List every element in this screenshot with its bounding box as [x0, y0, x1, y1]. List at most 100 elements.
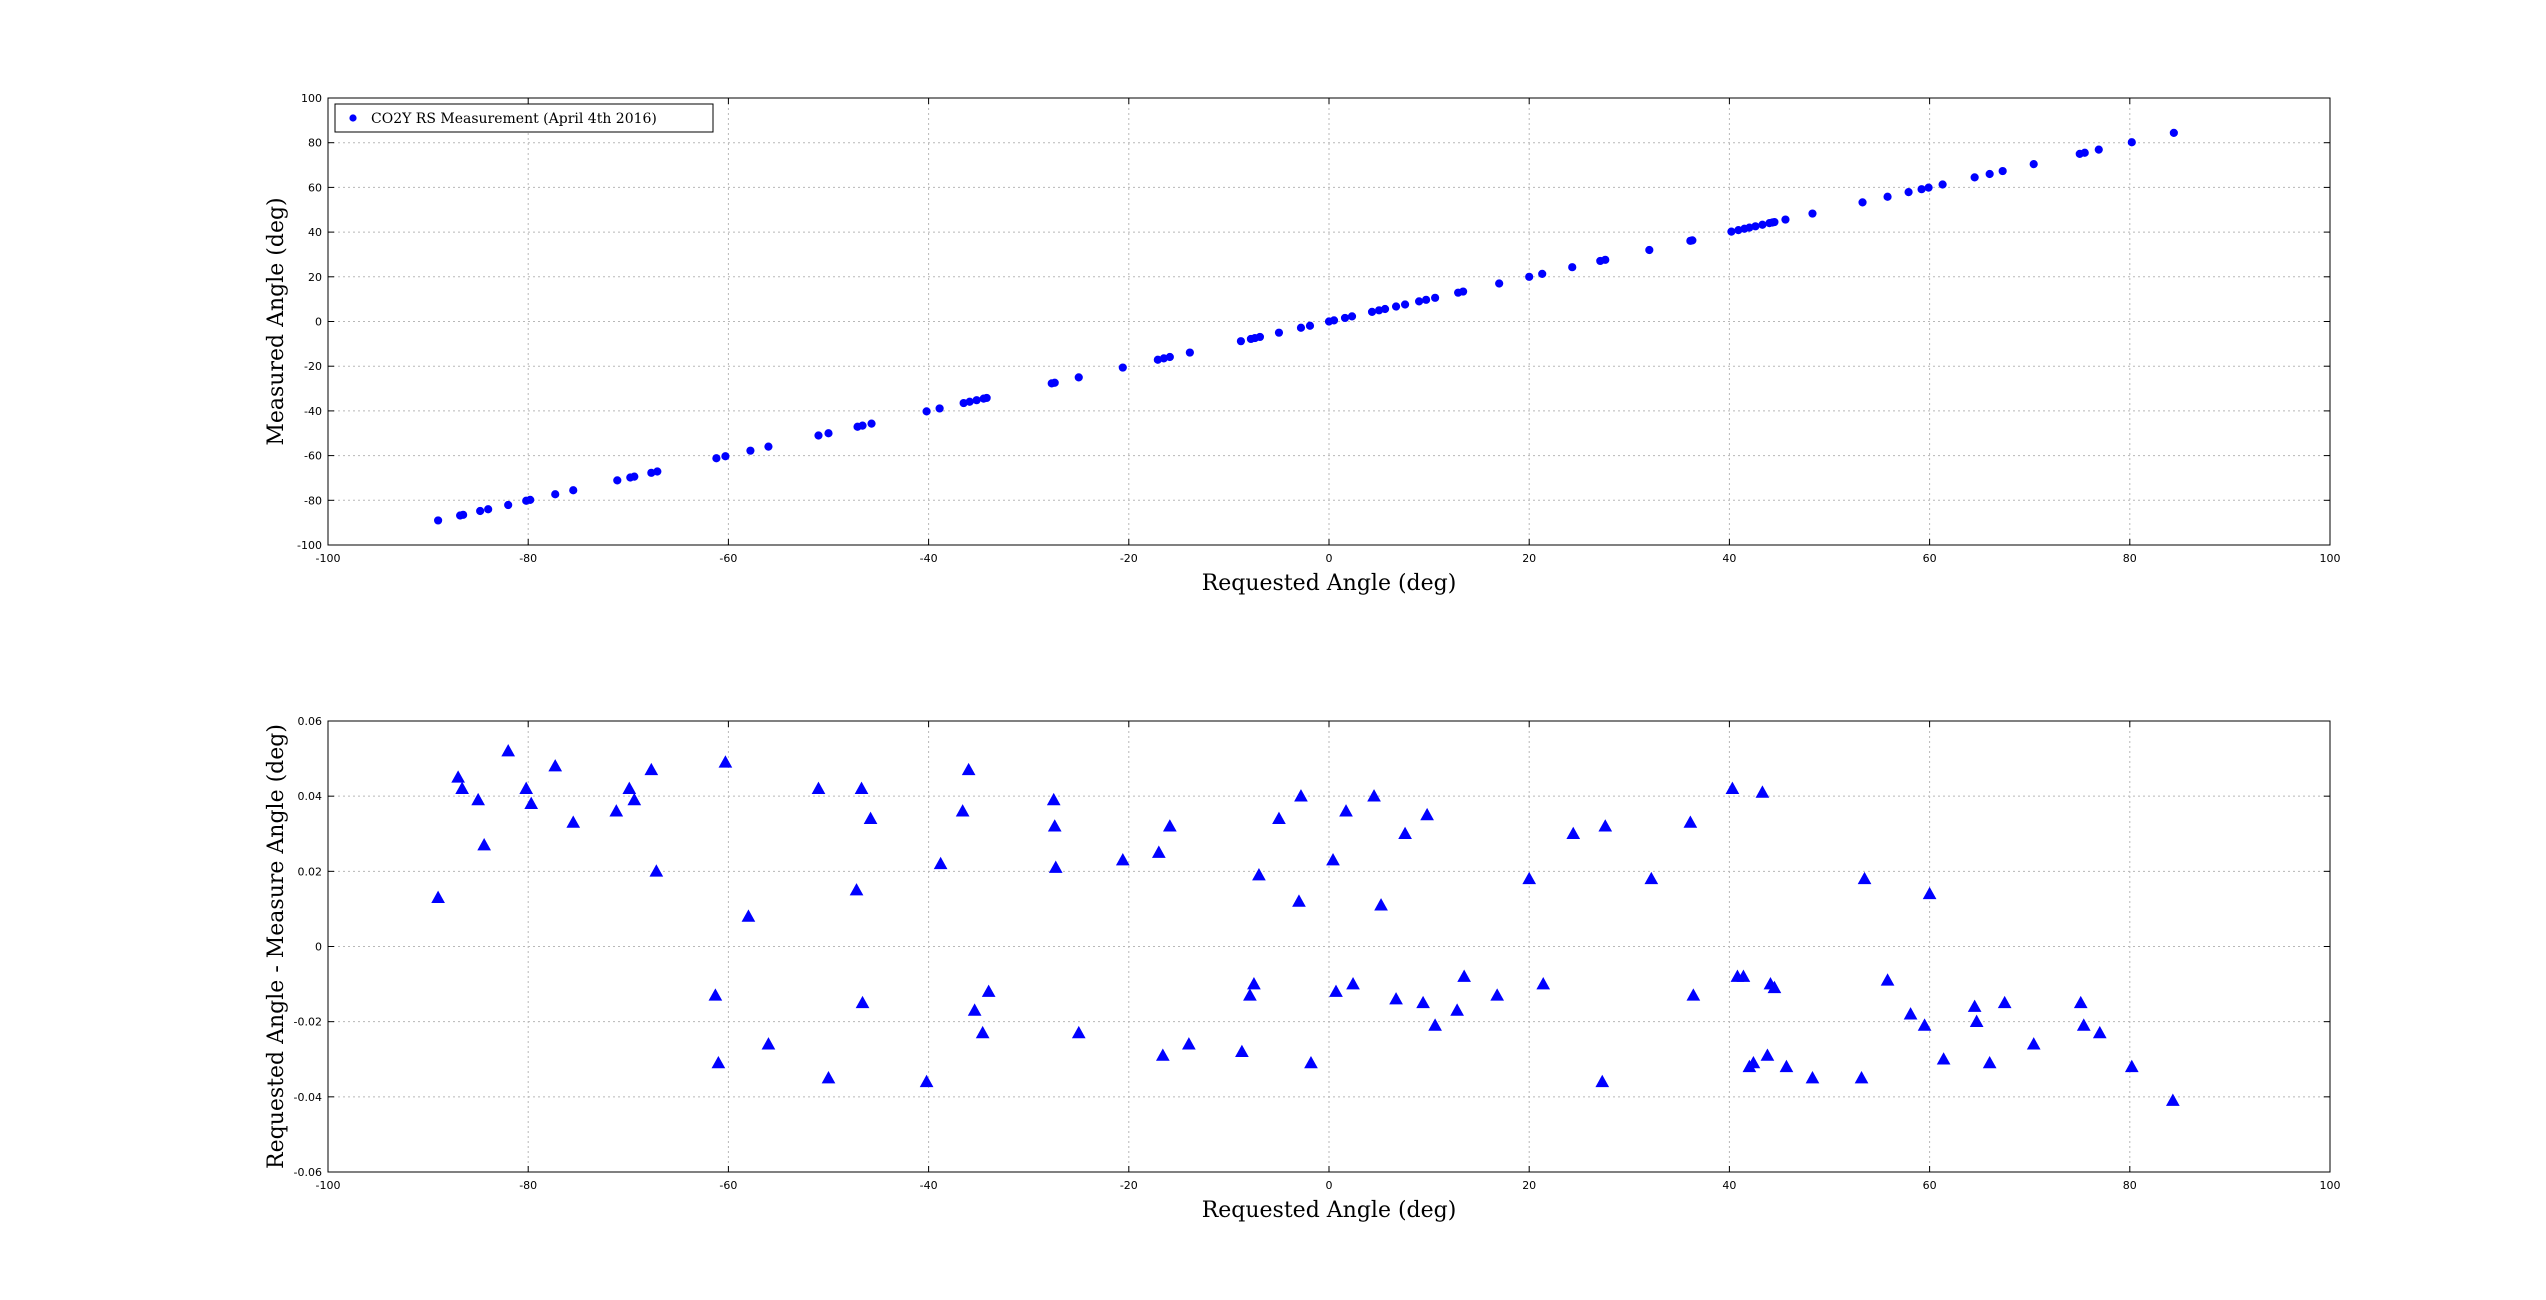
lower-data-point	[1450, 1003, 1464, 1016]
upper-data-point	[764, 442, 773, 451]
upper-x-tick-label: -40	[920, 552, 938, 565]
lower-x-tick-label: -40	[920, 1179, 938, 1192]
lower-y-tick-label: -0.06	[294, 1166, 322, 1179]
lower-data-point	[1854, 1071, 1869, 1084]
upper-x-tick-label: 60	[1923, 552, 1937, 565]
lower-data-point	[2092, 1025, 2107, 1039]
upper-data-point	[2169, 128, 2178, 137]
upper-data-point	[613, 476, 622, 485]
lower-data-point	[1247, 977, 1261, 990]
lower-data-point	[1047, 819, 1062, 832]
upper-data-point	[1118, 363, 1127, 372]
lower-data-point	[1182, 1037, 1196, 1050]
lower-x-tick-label: 60	[1923, 1179, 1937, 1192]
lower-data-point	[2026, 1037, 2041, 1050]
upper-data-point	[1367, 307, 1377, 316]
upper-x-tick-label: -100	[316, 552, 341, 565]
upper-data-point	[712, 454, 721, 463]
upper-data-point	[721, 452, 730, 461]
upper-data-point	[1998, 166, 2007, 176]
upper-y-axis-label: Measured Angle (deg)	[264, 197, 289, 445]
upper-data-point	[867, 419, 876, 428]
upper-data-point	[1538, 269, 1547, 278]
lower-x-tick-label: -100	[316, 1179, 341, 1192]
lower-data-point	[1917, 1018, 1932, 1031]
upper-data-point	[1770, 217, 1779, 227]
upper-data-point	[504, 500, 513, 510]
lower-data-point	[811, 781, 826, 794]
lower-data-point	[1374, 898, 1388, 911]
upper-data-point	[1727, 227, 1736, 236]
lower-data-point	[711, 1055, 726, 1069]
upper-data-point	[935, 404, 944, 413]
upper-data-point	[1255, 332, 1265, 342]
lower-data-point	[649, 864, 664, 877]
lower-data-point	[1457, 969, 1471, 982]
lower-data-point	[627, 792, 642, 806]
upper-data-point	[1938, 180, 1947, 189]
lower-data-point	[1922, 886, 1937, 900]
upper-data-point	[630, 472, 639, 481]
lower-data-point	[1857, 871, 1872, 885]
upper-data-point	[1165, 352, 1174, 362]
upper-y-tick-label: -80	[304, 494, 322, 507]
lower-data-point	[1725, 781, 1740, 794]
lower-data-point	[1969, 1014, 1984, 1027]
lower-data-point	[708, 988, 723, 1001]
upper-data-point	[972, 396, 981, 405]
upper-data-point	[1924, 183, 1933, 192]
lower-data-point	[1598, 819, 1613, 832]
upper-data-point	[1459, 287, 1468, 296]
lower-data-point	[981, 984, 996, 997]
upper-x-tick-label: 0	[1326, 552, 1333, 565]
upper-data-point	[824, 429, 833, 438]
lower-x-tick-label: 80	[2123, 1179, 2137, 1192]
lower-data-point	[1339, 804, 1353, 817]
upper-x-tick-label: 40	[1722, 552, 1736, 565]
upper-data-point	[1050, 378, 1059, 387]
upper-data-point	[1781, 215, 1790, 224]
lower-data-point	[477, 837, 492, 851]
upper-data-point	[459, 510, 468, 519]
lower-data-point	[566, 815, 581, 828]
upper-data-point	[922, 407, 931, 416]
lower-data-point	[1644, 871, 1659, 885]
lower-data-point	[1115, 853, 1130, 866]
lower-y-tick-label: -0.04	[294, 1091, 322, 1104]
upper-data-point	[1751, 222, 1760, 231]
upper-x-tick-label: -60	[719, 552, 737, 565]
upper-y-tick-label: -20	[304, 360, 322, 373]
lower-data-point	[1936, 1052, 1951, 1065]
upper-data-point	[1305, 321, 1315, 330]
upper-y-tick-label: 40	[308, 226, 322, 239]
lower-data-point	[455, 781, 469, 794]
lower-y-tick-label: -0.02	[294, 1016, 322, 1029]
upper-data-point	[2080, 148, 2089, 157]
lower-data-point	[1686, 988, 1701, 1001]
lower-data-point	[2165, 1093, 2180, 1106]
lower-x-tick-label: 100	[2320, 1179, 2341, 1192]
lower-data-point	[524, 796, 539, 809]
lower-x-tick-label: -20	[1120, 1179, 1138, 1192]
lower-data-point	[1522, 871, 1537, 885]
lower-data-point	[863, 811, 878, 825]
lower-y-tick-label: 0	[315, 941, 322, 954]
upper-data-point	[1645, 245, 1654, 255]
lower-data-point	[1428, 1018, 1442, 1031]
lower-data-point	[1967, 999, 1982, 1012]
lower-data-point	[1805, 1071, 1820, 1084]
lower-data-point	[967, 1003, 982, 1016]
lower-data-point	[1151, 845, 1166, 858]
lower-x-axis-label: Requested Angle (deg)	[1202, 1198, 1457, 1223]
lower-data-point	[849, 883, 864, 896]
lower-data-point	[1736, 969, 1751, 982]
lower-data-point	[548, 759, 563, 772]
lower-data-point	[1046, 792, 1061, 806]
lower-x-tick-label: 0	[1326, 1179, 1333, 1192]
lower-data-point	[1536, 977, 1551, 990]
lower-data-point	[1880, 973, 1895, 986]
lower-y-tick-label: 0.06	[298, 715, 323, 728]
lower-plot: -100 -80 -60 -40 -20 0 20 40 60 80 100 -0.06 -0.04 -0…	[264, 715, 2341, 1223]
upper-data-point	[1421, 295, 1431, 304]
upper-x-tick-label: 80	[2123, 552, 2137, 565]
